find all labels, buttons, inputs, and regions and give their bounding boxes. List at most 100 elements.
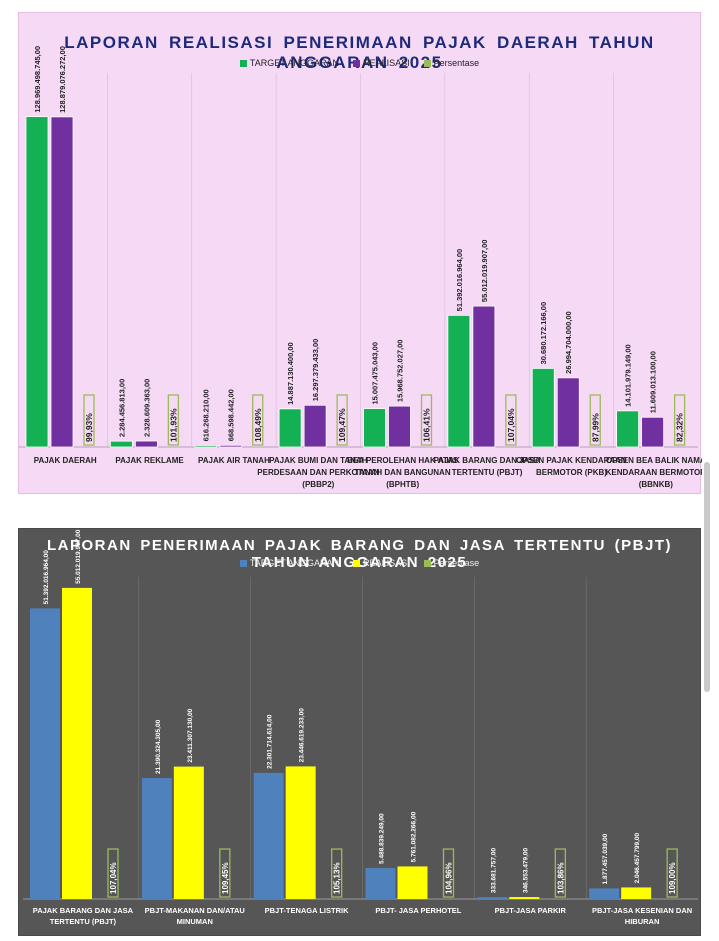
chart2-legend-realisasi: REALISASI: [353, 558, 410, 568]
bar-realisasi: [621, 887, 652, 899]
data-label-target: 5.488.839.249,00: [379, 813, 386, 864]
legend-swatch-persentase: [423, 59, 431, 67]
percentage-box: [83, 394, 95, 446]
data-label-target: 616.268.210,00: [202, 389, 211, 441]
bar-target: [30, 608, 60, 899]
data-label-target: 30.680.172.166,00: [539, 302, 548, 365]
percentage-box: [420, 394, 433, 446]
data-label-realisasi: 2.046.457.799,00: [634, 832, 641, 883]
percentage-box: [331, 848, 343, 898]
bar-realisasi: [285, 766, 316, 899]
category-label: (PBBP2): [302, 480, 334, 489]
data-label-realisasi: 55.012.019.907,00: [480, 240, 489, 303]
data-label-target: 21.390.324.305,00: [155, 719, 162, 774]
chart1-legend-target: TARGET ANGGARAN: [239, 58, 340, 68]
category-label: PAJAK REKLAME: [115, 456, 184, 465]
bar-target: [616, 410, 640, 448]
pajak-daerah-chart-panel: LAPORAN REALISASI PENERIMAAN PAJAK DAERA…: [18, 12, 702, 494]
data-label-target: 51.392.016.964,00: [43, 550, 50, 605]
percentage-label: 108,49%: [253, 408, 263, 442]
legend-label-target: TARGET ANGGARAN: [249, 58, 340, 68]
data-label-target: 128.969.498.745,00: [33, 46, 42, 113]
bar-realisasi: [388, 405, 411, 448]
data-label-target: 51.392.016.964,00: [455, 249, 464, 312]
data-label-realisasi: 2.328.609.363,00: [142, 379, 151, 437]
percentage-label: 104,96%: [445, 862, 454, 894]
legend-swatch-persentase: [423, 559, 431, 567]
bar-target: [141, 778, 172, 899]
bar-realisasi: [509, 897, 540, 899]
percentage-label: 105,13%: [333, 862, 342, 894]
percentage-label: 107,04%: [109, 862, 118, 894]
bar-realisasi: [397, 866, 428, 899]
chart2-legend-persentase: Persentase: [423, 558, 480, 568]
chart2-legend: TARGET ANGGARAN REALISASI Persentase: [19, 558, 700, 568]
chart1-legend: TARGET ANGGARAN REALISASI Persentase: [19, 58, 700, 68]
data-label-realisasi: 16.297.379.433,00: [311, 339, 320, 402]
percentage-label: 87,99%: [590, 413, 600, 442]
data-label-realisasi: 15.968.752.027,00: [396, 340, 405, 403]
data-label-realisasi: 346.553.479,00: [522, 847, 529, 893]
percentage-box: [554, 848, 566, 898]
category-label: OPSEN BEA BALIK NAMA: [606, 456, 702, 465]
chart1-legend-persentase: Persentase: [423, 58, 479, 68]
category-label: BEA PEROLEHAN HAK ATAS: [347, 456, 459, 465]
bar-realisasi: [173, 766, 204, 899]
legend-label-persentase: Persentase: [433, 558, 480, 568]
data-label-realisasi: 128.879.076.272,00: [58, 46, 67, 113]
chart1-legend-realisasi: REALISASI: [353, 58, 410, 68]
category-label: TERTENTU (PBJT): [50, 917, 117, 926]
category-label: PBJT-TENAGA LISTRIK: [265, 906, 349, 915]
category-label: (BPHTB): [386, 480, 419, 489]
category-label: PBJT-JASA PARKIR: [495, 906, 567, 915]
data-label-target: 1.877.457.039,00: [602, 833, 609, 884]
page-scrollbar[interactable]: [704, 462, 710, 692]
percentage-label: 101,93%: [168, 408, 178, 442]
data-label-realisasi: 55.012.019.907,00: [75, 529, 82, 584]
category-label: KENDARAAN BERMOTOR: [606, 468, 702, 477]
percentage-label: 82,32%: [675, 413, 685, 442]
bar-target: [531, 368, 555, 448]
data-label-realisasi: 23.446.619.233,00: [299, 708, 306, 763]
data-label-target: 22.301.714.614,00: [267, 714, 274, 769]
bar-target: [278, 408, 302, 448]
percentage-box: [167, 394, 180, 446]
pbjt-chart-panel: LAPORAN PENERIMAAN PAJAK BARANG DAN JASA…: [18, 528, 701, 936]
bar-target: [253, 772, 284, 899]
data-label-target: 15.007.475.043,00: [371, 342, 380, 405]
bar-realisasi: [556, 377, 580, 448]
legend-swatch-target: [239, 59, 247, 67]
percentage-box: [673, 394, 686, 446]
percentage-box: [336, 394, 348, 446]
category-label: PAJAK BUMI DAN TANAH: [269, 456, 368, 465]
bar-target: [363, 408, 386, 448]
bar-target: [109, 440, 133, 448]
legend-swatch-realisasi: [353, 59, 361, 67]
chart1-plot: 128.969.498.745,00 128.879.076.272,00 99,9…: [19, 46, 702, 489]
bar-target: [194, 445, 218, 448]
percentage-label: 109,00%: [668, 862, 677, 894]
data-label-realisasi: 23.411.307.130,00: [187, 708, 194, 762]
percentage-box: [589, 394, 601, 446]
percentage-box: [107, 848, 119, 898]
category-label: PBJT- JASA PERHOTEL: [375, 906, 461, 915]
data-label-target: 14.887.130.400,00: [286, 342, 295, 405]
data-label-realisasi: 5.761.082.266,00: [411, 811, 418, 862]
percentage-label: 99,93%: [84, 413, 94, 442]
bar-realisasi: [134, 440, 158, 448]
percentage-label: 103,86%: [556, 862, 565, 894]
data-label-realisasi: 11.609.013.100,00: [649, 351, 658, 413]
percentage-box: [505, 394, 517, 446]
legend-swatch-realisasi: [353, 559, 361, 567]
bar-realisasi: [50, 116, 74, 448]
bar-realisasi: [219, 444, 243, 448]
percentage-label: 106,41%: [422, 408, 432, 442]
bar-realisasi: [641, 416, 665, 448]
percentage-box: [219, 848, 231, 898]
category-label: PBJT-MAKANAN DAN/ATAU: [145, 906, 245, 915]
legend-swatch-target: [239, 559, 247, 567]
percentage-box: [666, 848, 678, 898]
chart2-plot: 51.392.016.964,00 55.012.019.907,00 107,04…: [23, 529, 698, 926]
data-label-target: 2.284.456.813,00: [117, 379, 126, 437]
data-label-target: 14.101.979.149,00: [624, 344, 633, 407]
